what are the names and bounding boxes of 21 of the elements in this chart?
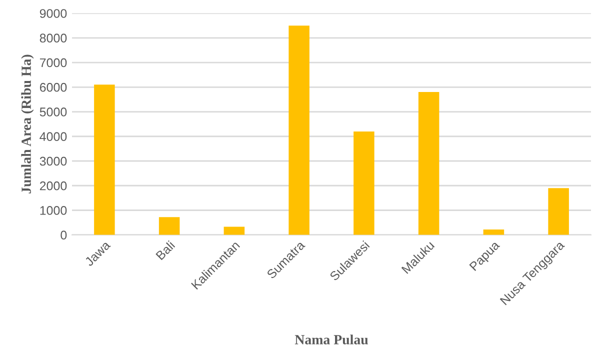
bar [224,226,245,235]
y-tick-label: 5000 [40,108,67,116]
y-tick-label: 3000 [40,156,67,166]
y-tick-label: 2000 [40,181,67,190]
y-tick-label: 7000 [40,58,67,68]
y-axis-title: Jumlah Area (Ribu Ha) [21,54,34,194]
bar [483,229,504,235]
y-tick-label: 6000 [40,82,67,92]
bar [288,26,310,235]
bar [354,131,374,235]
bar [94,84,115,235]
y-tick-label: 0 [60,230,67,240]
y-tick-label: 9000 [40,9,67,18]
bar [548,188,569,235]
y-tick-label: 8000 [40,34,67,43]
x-tick-label: Bali [155,240,176,260]
bar [418,92,440,235]
x-axis-title: Nama Pulau [294,334,368,344]
bar [158,217,180,235]
y-tick-label: 4000 [40,132,67,142]
y-tick-label: 1000 [40,206,67,215]
